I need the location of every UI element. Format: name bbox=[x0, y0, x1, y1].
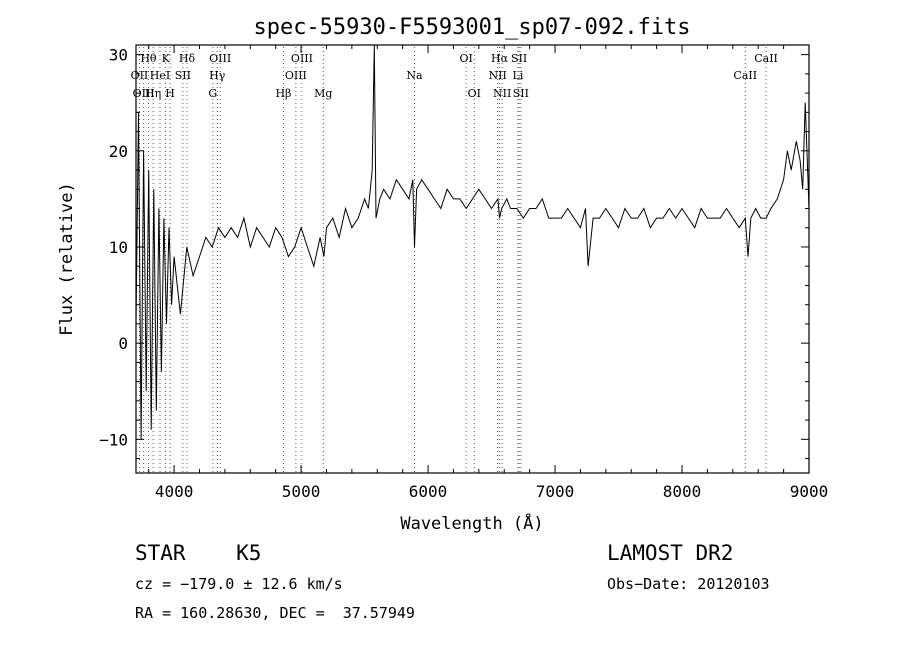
line-label-12: Hγ bbox=[209, 69, 226, 82]
y-axis-label: Flux (relative) bbox=[57, 182, 77, 336]
line-label-22: Hβ bbox=[275, 87, 291, 100]
line-label-17: CaII bbox=[733, 69, 757, 82]
y-tick-label-0: −10 bbox=[99, 430, 128, 449]
x-tick-label-3: 7000 bbox=[536, 482, 575, 501]
x-tick-label-5: 9000 bbox=[790, 482, 829, 501]
obs-date-label: Obs−Date: 20120103 bbox=[607, 575, 770, 593]
line-label-1: K bbox=[162, 52, 171, 65]
coordinates-label: RA = 160.28630, DEC = 37.57949 bbox=[135, 604, 415, 622]
line-label-11: SII bbox=[175, 69, 191, 82]
line-label-19: Hη bbox=[145, 87, 161, 100]
line-label-8: CaII bbox=[754, 52, 778, 65]
x-axis-label: Wavelength (Å) bbox=[400, 512, 543, 534]
line-label-10: HeI bbox=[150, 69, 170, 82]
line-label-13: OIII bbox=[285, 69, 307, 82]
object-class-label: STAR K5 bbox=[135, 541, 262, 565]
x-axis-ticks: 4000 5000 6000 7000 8000 9000 bbox=[148, 45, 829, 501]
line-label-9: OII bbox=[131, 69, 149, 82]
line-label-23: Mg bbox=[314, 87, 332, 100]
x-tick-label-0: 4000 bbox=[155, 482, 194, 501]
line-label-0: Hθ bbox=[140, 52, 157, 65]
spectrum-series-line bbox=[135, 44, 810, 440]
line-label-26: SII bbox=[513, 87, 529, 100]
redshift-label: cz = −179.0 ± 12.6 km/s bbox=[135, 575, 343, 593]
chart-title: spec-55930-F5593001_sp07-092.fits bbox=[253, 15, 690, 40]
line-label-18: OIII bbox=[133, 87, 155, 100]
line-label-7: SII bbox=[511, 52, 527, 65]
survey-label: LAMOST DR2 bbox=[607, 541, 734, 565]
y-tick-label-2: 10 bbox=[109, 238, 128, 257]
spectral-line-markers bbox=[138, 47, 767, 472]
line-label-6: Hα bbox=[491, 52, 509, 65]
y-tick-label-3: 20 bbox=[109, 142, 128, 161]
line-label-3: OIII bbox=[209, 52, 231, 65]
x-tick-label-4: 8000 bbox=[663, 482, 702, 501]
line-label-24: OI bbox=[468, 87, 481, 100]
line-label-15: NII bbox=[488, 69, 506, 82]
line-label-14: Na bbox=[406, 69, 423, 82]
line-label-25: NII bbox=[493, 87, 511, 100]
line-label-5: OI bbox=[459, 52, 472, 65]
x-tick-label-1: 5000 bbox=[282, 482, 321, 501]
line-label-16: Li bbox=[513, 69, 524, 82]
line-label-4: OIII bbox=[291, 52, 313, 65]
y-tick-label-4: 30 bbox=[109, 46, 128, 65]
line-label-21: G bbox=[208, 87, 217, 100]
line-label-2: Hδ bbox=[179, 52, 196, 65]
y-axis-ticks: −10 0 10 20 30 bbox=[99, 46, 809, 460]
y-tick-label-1: 0 bbox=[118, 334, 128, 353]
line-label-20: H bbox=[165, 87, 175, 100]
x-tick-label-2: 6000 bbox=[409, 482, 448, 501]
plot-frame bbox=[135, 44, 810, 474]
